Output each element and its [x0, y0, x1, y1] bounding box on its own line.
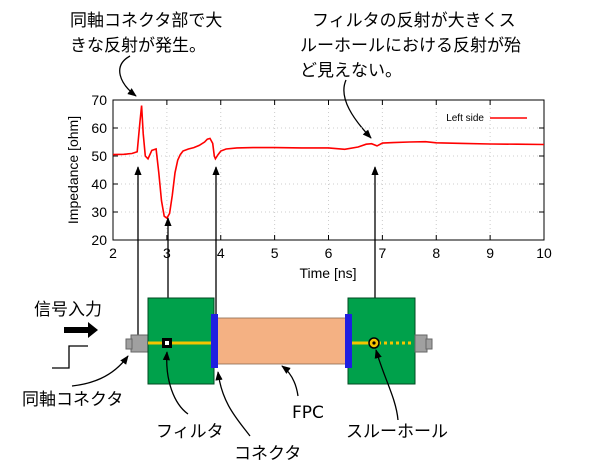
y-tick-label: 60 [91, 120, 107, 136]
y-tick-label: 50 [91, 148, 107, 164]
coax-connector-right [414, 334, 428, 353]
filter-component-center [165, 341, 169, 345]
annotation-filter-through-hole-line-1: フィルタの反射が大きくス [312, 11, 516, 31]
x-tick-label: 6 [325, 245, 333, 261]
coax-connector-left [130, 334, 149, 353]
step-waveform-icon [52, 345, 88, 369]
annotation-filter-through-hole-line-3: ど見えない。 [300, 61, 402, 81]
coax-connector-left-tip [125, 338, 133, 350]
coax-connector-label: 同軸コネクタ [22, 390, 123, 410]
impedance-chart: 2 3 4 5 6 7 8 9 10 20 30 40 50 60 70 Time [ns] Impeda… [65, 92, 552, 281]
x-tick-label: 4 [217, 245, 225, 261]
connector-bar-left [211, 314, 218, 368]
through-hole-label: スルーホール [346, 422, 448, 442]
x-tick-label: 9 [486, 245, 494, 261]
x-tick-label: 8 [432, 245, 440, 261]
signal-input-label: 信号入力 [34, 300, 102, 320]
y-tick-label: 70 [91, 92, 107, 108]
annotation-filter-through-hole: フィルタの反射が大きくス ルーホールにおける反射が殆 ど見えない。 [300, 11, 521, 81]
y-axis-label: Impedance [ohm] [65, 116, 81, 224]
through-hole-via-center [372, 341, 376, 345]
connector-bar-right [345, 314, 352, 368]
x-tick-label: 5 [271, 245, 279, 261]
connector-label: コネクタ [234, 444, 301, 464]
y-tick-label: 40 [91, 176, 107, 192]
chart-ticks [112, 99, 545, 241]
coax-connector-right-tip [425, 338, 433, 350]
x-tick-label: 3 [163, 245, 171, 261]
x-tick-label: 7 [378, 245, 386, 261]
board-assembly [125, 297, 433, 385]
x-tick-label: 10 [536, 245, 552, 261]
pointer-connector [215, 371, 251, 437]
pointer-coax-connector [71, 355, 129, 387]
legend-label-left-side: Left side [446, 113, 484, 124]
series-line-left-side [112, 105, 545, 220]
pointer-through-hole [374, 349, 399, 421]
pointer-connector-reflection [119, 55, 137, 97]
pcb-board-left [147, 297, 215, 385]
y-tick-label: 20 [91, 232, 107, 248]
filter-label: フィルタ [156, 422, 224, 442]
pointer-through-hole-reflection [343, 79, 372, 139]
pcb-board-right [347, 297, 416, 385]
annotation-connector-reflection-line-1: 同軸コネクタ部で大 [70, 11, 222, 31]
x-axis-label: Time [ns] [299, 265, 356, 281]
pointer-fpc [281, 365, 299, 397]
y-tick-label: 30 [91, 204, 107, 220]
annotation-connector-reflection: 同軸コネクタ部で大 きな反射が発生。 [70, 11, 222, 56]
x-tick-label: 2 [109, 245, 117, 261]
signal-input-arrow-icon [64, 322, 98, 338]
x-tick-labels: 2 3 4 5 6 7 8 9 10 [109, 245, 552, 261]
fpc-label: FPC [292, 403, 324, 423]
legend: Left side [446, 113, 527, 124]
y-tick-labels: 20 30 40 50 60 70 [91, 92, 107, 248]
pointer-filter [162, 351, 189, 415]
fpc-cable [216, 317, 349, 365]
annotation-filter-through-hole-line-2: ルーホールにおける反射が殆 [300, 36, 521, 56]
annotation-connector-reflection-line-2: きな反射が発生。 [70, 36, 206, 56]
